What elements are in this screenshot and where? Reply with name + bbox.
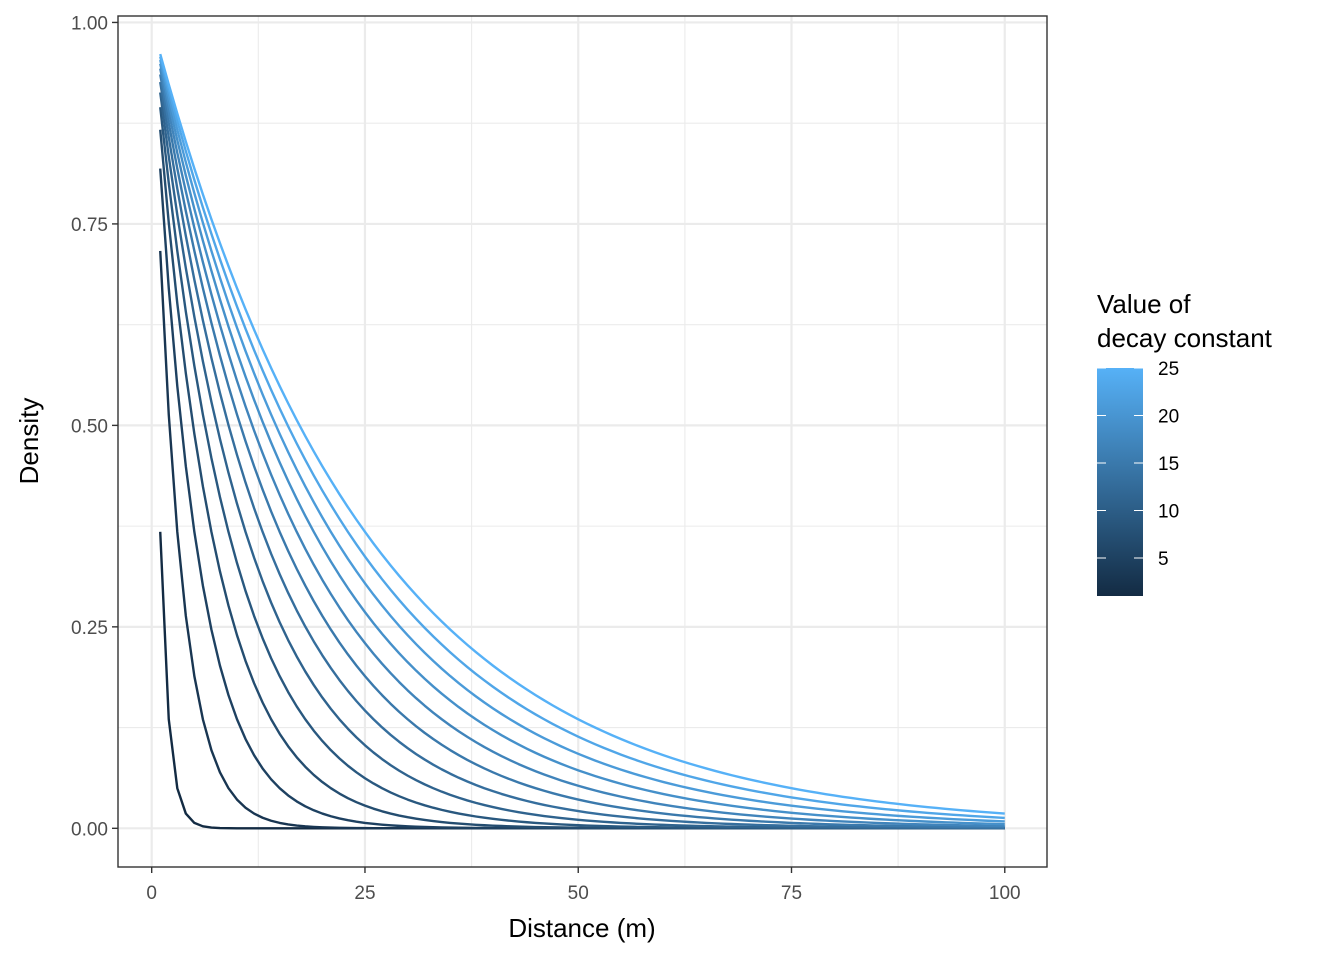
y-axis: 0.00 0.25 0.50 0.75 1.00	[71, 13, 118, 840]
legend-tick-label: 5	[1158, 549, 1169, 570]
y-tick-label: 0.75	[71, 215, 108, 236]
x-tick-label: 25	[354, 883, 375, 904]
plot-panel	[117, 15, 1048, 868]
series-lines	[159, 53, 1005, 830]
legend-tick-label: 25	[1158, 359, 1179, 380]
legend-tick-label: 15	[1158, 454, 1179, 475]
series-line-k15	[159, 74, 1005, 829]
series-line-k21	[159, 59, 1005, 823]
legend: Value of decay constant 5 10 15 20 25	[1097, 289, 1273, 596]
legend-colorbar	[1097, 368, 1143, 596]
legend-title-line2: decay constant	[1097, 323, 1273, 353]
series-line-k23	[159, 56, 1005, 820]
x-tick-label: 0	[146, 883, 157, 904]
series-line-k13	[159, 81, 1005, 830]
y-tick-label: 0.00	[71, 819, 108, 840]
panel-background	[118, 16, 1047, 867]
legend-tick-label: 20	[1158, 407, 1179, 428]
x-tick-label: 100	[989, 883, 1021, 904]
y-tick-label: 1.00	[71, 13, 108, 34]
y-tick-label: 0.25	[71, 618, 108, 639]
grid-minor	[118, 16, 1047, 867]
x-axis-title: Distance (m)	[508, 913, 655, 943]
series-line-k19	[159, 63, 1005, 826]
series-line-k17	[159, 68, 1005, 828]
series-line-k25	[159, 53, 1005, 815]
y-tick-label: 0.50	[71, 416, 108, 437]
panel-border	[117, 15, 1048, 868]
x-tick-label: 50	[568, 883, 589, 904]
legend-title-line1: Value of	[1097, 289, 1191, 319]
x-tick-label: 75	[781, 883, 802, 904]
y-axis-title: Density	[14, 398, 44, 485]
legend-ticks: 5 10 15 20 25	[1097, 359, 1179, 570]
x-axis: 0 25 50 75 100	[146, 867, 1021, 904]
legend-tick-label: 10	[1158, 502, 1179, 523]
